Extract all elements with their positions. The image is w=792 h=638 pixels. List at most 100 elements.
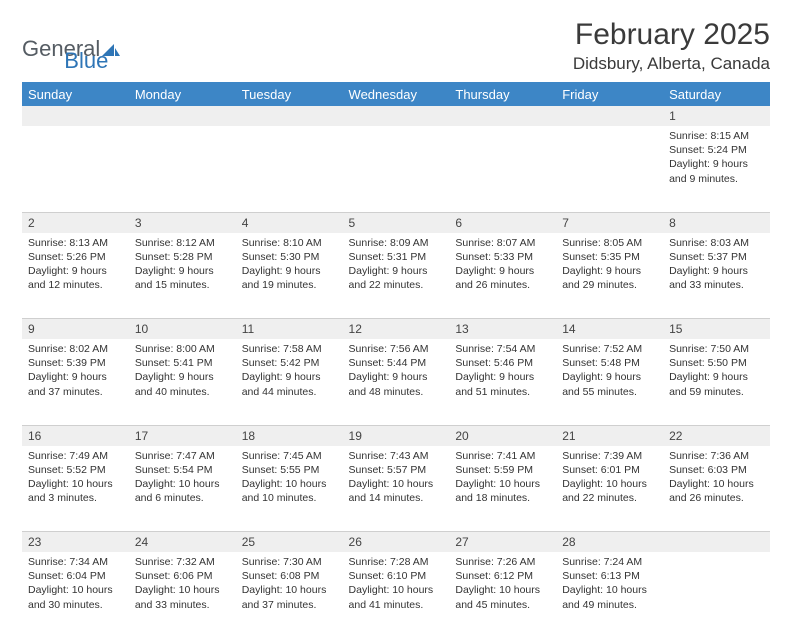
day-number-cell: 19 bbox=[343, 425, 450, 446]
day-body-cell: Sunrise: 7:52 AMSunset: 5:48 PMDaylight:… bbox=[556, 339, 663, 425]
day-body-cell: Sunrise: 7:28 AMSunset: 6:10 PMDaylight:… bbox=[343, 552, 450, 638]
day-details: Sunrise: 7:54 AMSunset: 5:46 PMDaylight:… bbox=[449, 339, 556, 405]
day-number-cell: 10 bbox=[129, 319, 236, 340]
day-number-cell: 27 bbox=[449, 532, 556, 553]
day-number-cell: 11 bbox=[236, 319, 343, 340]
day-number-cell: 17 bbox=[129, 425, 236, 446]
day-body-cell: Sunrise: 7:30 AMSunset: 6:08 PMDaylight:… bbox=[236, 552, 343, 638]
day-number-cell: 15 bbox=[663, 319, 770, 340]
day-number-cell: 1 bbox=[663, 106, 770, 126]
day-number-cell bbox=[556, 106, 663, 126]
day-number-cell: 6 bbox=[449, 212, 556, 233]
day-number-cell: 2 bbox=[22, 212, 129, 233]
day-details: Sunrise: 8:09 AMSunset: 5:31 PMDaylight:… bbox=[343, 233, 450, 299]
day-body-cell: Sunrise: 8:09 AMSunset: 5:31 PMDaylight:… bbox=[343, 233, 450, 319]
day-details: Sunrise: 7:49 AMSunset: 5:52 PMDaylight:… bbox=[22, 446, 129, 512]
day-details: Sunrise: 7:36 AMSunset: 6:03 PMDaylight:… bbox=[663, 446, 770, 512]
day-details: Sunrise: 8:00 AMSunset: 5:41 PMDaylight:… bbox=[129, 339, 236, 405]
day-number-cell: 14 bbox=[556, 319, 663, 340]
day-body-cell: Sunrise: 8:05 AMSunset: 5:35 PMDaylight:… bbox=[556, 233, 663, 319]
day-body-cell: Sunrise: 7:39 AMSunset: 6:01 PMDaylight:… bbox=[556, 446, 663, 532]
header-row: General Blue February 2025 Didsbury, Alb… bbox=[22, 18, 770, 74]
day-details: Sunrise: 8:10 AMSunset: 5:30 PMDaylight:… bbox=[236, 233, 343, 299]
logo-text-blue: Blue bbox=[64, 48, 108, 74]
day-number-cell: 21 bbox=[556, 425, 663, 446]
weekday-header: Tuesday bbox=[236, 83, 343, 107]
day-body-cell: Sunrise: 7:50 AMSunset: 5:50 PMDaylight:… bbox=[663, 339, 770, 425]
calendar-header: SundayMondayTuesdayWednesdayThursdayFrid… bbox=[22, 83, 770, 107]
day-number-cell: 26 bbox=[343, 532, 450, 553]
day-body-cell: Sunrise: 7:34 AMSunset: 6:04 PMDaylight:… bbox=[22, 552, 129, 638]
day-details: Sunrise: 7:41 AMSunset: 5:59 PMDaylight:… bbox=[449, 446, 556, 512]
day-number-cell bbox=[22, 106, 129, 126]
day-body-cell: Sunrise: 7:43 AMSunset: 5:57 PMDaylight:… bbox=[343, 446, 450, 532]
weekday-header: Sunday bbox=[22, 83, 129, 107]
day-number-cell: 3 bbox=[129, 212, 236, 233]
day-details: Sunrise: 8:12 AMSunset: 5:28 PMDaylight:… bbox=[129, 233, 236, 299]
day-body-cell: Sunrise: 7:41 AMSunset: 5:59 PMDaylight:… bbox=[449, 446, 556, 532]
day-body-cell: Sunrise: 7:56 AMSunset: 5:44 PMDaylight:… bbox=[343, 339, 450, 425]
day-number-cell: 16 bbox=[22, 425, 129, 446]
day-details: Sunrise: 8:03 AMSunset: 5:37 PMDaylight:… bbox=[663, 233, 770, 299]
day-number-row: 232425262728 bbox=[22, 532, 770, 553]
day-body-cell: Sunrise: 7:58 AMSunset: 5:42 PMDaylight:… bbox=[236, 339, 343, 425]
day-details: Sunrise: 7:24 AMSunset: 6:13 PMDaylight:… bbox=[556, 552, 663, 618]
day-details: Sunrise: 7:50 AMSunset: 5:50 PMDaylight:… bbox=[663, 339, 770, 405]
day-number-cell: 23 bbox=[22, 532, 129, 553]
day-body-row: Sunrise: 7:34 AMSunset: 6:04 PMDaylight:… bbox=[22, 552, 770, 638]
day-details: Sunrise: 7:47 AMSunset: 5:54 PMDaylight:… bbox=[129, 446, 236, 512]
day-body-cell bbox=[236, 126, 343, 212]
day-details: Sunrise: 8:02 AMSunset: 5:39 PMDaylight:… bbox=[22, 339, 129, 405]
day-body-cell: Sunrise: 8:07 AMSunset: 5:33 PMDaylight:… bbox=[449, 233, 556, 319]
day-body-cell: Sunrise: 7:45 AMSunset: 5:55 PMDaylight:… bbox=[236, 446, 343, 532]
day-body-row: Sunrise: 8:15 AMSunset: 5:24 PMDaylight:… bbox=[22, 126, 770, 212]
day-details: Sunrise: 7:43 AMSunset: 5:57 PMDaylight:… bbox=[343, 446, 450, 512]
day-details: Sunrise: 7:52 AMSunset: 5:48 PMDaylight:… bbox=[556, 339, 663, 405]
logo: General Blue bbox=[22, 18, 108, 74]
day-number-cell: 28 bbox=[556, 532, 663, 553]
day-number-cell: 12 bbox=[343, 319, 450, 340]
day-details: Sunrise: 7:26 AMSunset: 6:12 PMDaylight:… bbox=[449, 552, 556, 618]
day-number-cell bbox=[236, 106, 343, 126]
day-details: Sunrise: 7:30 AMSunset: 6:08 PMDaylight:… bbox=[236, 552, 343, 618]
page-title: February 2025 bbox=[573, 18, 770, 52]
day-number-cell: 4 bbox=[236, 212, 343, 233]
day-body-cell bbox=[129, 126, 236, 212]
day-details: Sunrise: 7:45 AMSunset: 5:55 PMDaylight:… bbox=[236, 446, 343, 512]
day-number-cell: 22 bbox=[663, 425, 770, 446]
day-body-row: Sunrise: 8:02 AMSunset: 5:39 PMDaylight:… bbox=[22, 339, 770, 425]
location-subtitle: Didsbury, Alberta, Canada bbox=[573, 54, 770, 74]
day-number-cell: 24 bbox=[129, 532, 236, 553]
day-number-cell: 7 bbox=[556, 212, 663, 233]
day-number-cell: 8 bbox=[663, 212, 770, 233]
day-number-cell: 13 bbox=[449, 319, 556, 340]
day-details: Sunrise: 8:13 AMSunset: 5:26 PMDaylight:… bbox=[22, 233, 129, 299]
day-details: Sunrise: 7:32 AMSunset: 6:06 PMDaylight:… bbox=[129, 552, 236, 618]
weekday-header: Wednesday bbox=[343, 83, 450, 107]
weekday-header: Friday bbox=[556, 83, 663, 107]
day-body-cell: Sunrise: 8:03 AMSunset: 5:37 PMDaylight:… bbox=[663, 233, 770, 319]
day-details: Sunrise: 7:39 AMSunset: 6:01 PMDaylight:… bbox=[556, 446, 663, 512]
day-body-cell: Sunrise: 8:02 AMSunset: 5:39 PMDaylight:… bbox=[22, 339, 129, 425]
day-number-row: 9101112131415 bbox=[22, 319, 770, 340]
day-body-cell bbox=[663, 552, 770, 638]
day-details: Sunrise: 7:28 AMSunset: 6:10 PMDaylight:… bbox=[343, 552, 450, 618]
day-number-row: 2345678 bbox=[22, 212, 770, 233]
day-body-cell: Sunrise: 8:00 AMSunset: 5:41 PMDaylight:… bbox=[129, 339, 236, 425]
day-body-row: Sunrise: 7:49 AMSunset: 5:52 PMDaylight:… bbox=[22, 446, 770, 532]
day-body-cell: Sunrise: 8:12 AMSunset: 5:28 PMDaylight:… bbox=[129, 233, 236, 319]
day-number-cell: 20 bbox=[449, 425, 556, 446]
day-number-cell: 5 bbox=[343, 212, 450, 233]
day-body-cell: Sunrise: 7:26 AMSunset: 6:12 PMDaylight:… bbox=[449, 552, 556, 638]
weekday-header: Thursday bbox=[449, 83, 556, 107]
day-body-cell: Sunrise: 7:49 AMSunset: 5:52 PMDaylight:… bbox=[22, 446, 129, 532]
title-block: February 2025 Didsbury, Alberta, Canada bbox=[573, 18, 770, 74]
day-body-cell bbox=[449, 126, 556, 212]
day-body-cell: Sunrise: 8:15 AMSunset: 5:24 PMDaylight:… bbox=[663, 126, 770, 212]
day-body-cell bbox=[22, 126, 129, 212]
calendar-body: 1Sunrise: 8:15 AMSunset: 5:24 PMDaylight… bbox=[22, 106, 770, 638]
day-body-cell: Sunrise: 7:36 AMSunset: 6:03 PMDaylight:… bbox=[663, 446, 770, 532]
day-number-cell: 9 bbox=[22, 319, 129, 340]
day-body-cell: Sunrise: 7:54 AMSunset: 5:46 PMDaylight:… bbox=[449, 339, 556, 425]
day-body-cell: Sunrise: 7:24 AMSunset: 6:13 PMDaylight:… bbox=[556, 552, 663, 638]
